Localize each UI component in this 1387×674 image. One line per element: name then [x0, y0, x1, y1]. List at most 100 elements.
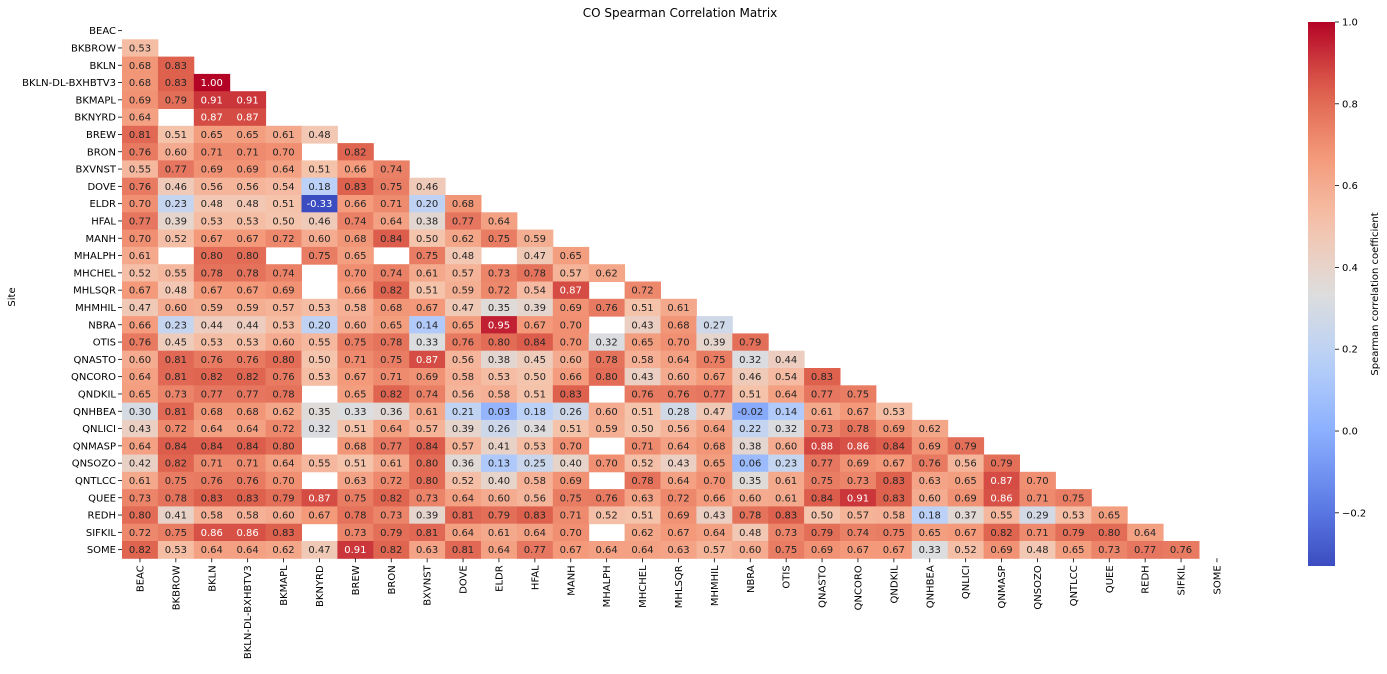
- cell-value-label: 0.55: [129, 165, 151, 176]
- cell-value-label: 0.76: [667, 389, 689, 400]
- cell-value-label: 0.70: [596, 459, 618, 470]
- cell-value-label: 0.64: [452, 493, 474, 504]
- cell-value-label: 0.56: [955, 459, 977, 470]
- colorbar-tick-label: 1.0: [1342, 18, 1358, 29]
- x-tick-label: ELDR: [494, 565, 505, 592]
- cell-value-label: 0.76: [129, 338, 151, 349]
- cell-value-label: 0.86: [990, 493, 1012, 504]
- y-tick-label: QNMASP: [73, 441, 116, 452]
- colorbar-gradient: [1308, 22, 1335, 566]
- cell-value-label: 0.62: [596, 268, 618, 279]
- cell-value-label: 0.18: [919, 511, 941, 522]
- y-tick-label: BKMAPL: [76, 95, 117, 106]
- cell-value-label: 0.82: [380, 389, 402, 400]
- cell-value-label: 0.56: [667, 424, 689, 435]
- cell-value-label: 0.82: [165, 459, 187, 470]
- cell-value-label: 0.70: [667, 338, 689, 349]
- cell-value-label: 0.66: [703, 493, 725, 504]
- cell-value-label: 0.79: [811, 528, 833, 539]
- cell-value-label: 0.06: [739, 459, 761, 470]
- x-tick-label: QNTLCC: [1069, 565, 1080, 606]
- cell-value-label: 0.80: [129, 511, 151, 522]
- cell-value-label: 0.83: [811, 372, 833, 383]
- cell-value-label: 0.47: [129, 303, 151, 314]
- cell-value-label: 0.71: [1026, 528, 1048, 539]
- cell-value-label: 0.58: [524, 476, 546, 487]
- cell-value-label: 0.76: [1170, 545, 1192, 556]
- cell-value-label: 0.40: [560, 459, 582, 470]
- cell-value-label: 0.72: [380, 476, 402, 487]
- cell-value-label: 0.57: [847, 511, 869, 522]
- y-tick-label: SOME: [87, 545, 116, 556]
- cell-value-label: 0.71: [201, 147, 223, 158]
- cell-value-label: 0.81: [416, 528, 438, 539]
- cell-value-label: 0.36: [380, 407, 402, 418]
- cell-value-label: 0.75: [165, 476, 187, 487]
- cell-value-label: 0.55: [308, 338, 330, 349]
- cell-value-label: 0.33: [416, 338, 438, 349]
- cell-value-label: 0.57: [560, 268, 582, 279]
- cell-value-label: 0.61: [775, 476, 797, 487]
- x-tick-label: BREW: [351, 565, 362, 595]
- cell-value-label: 0.34: [524, 424, 546, 435]
- cell-value-label: 0.71: [631, 441, 653, 452]
- cell-value-label: 0.39: [416, 511, 438, 522]
- cell-value-label: 0.63: [416, 545, 438, 556]
- cell-value-label: 0.51: [272, 199, 294, 210]
- cell-value-label: 0.76: [237, 355, 259, 366]
- cell-value-label: 0.62: [452, 234, 474, 245]
- cell-value-label: 0.66: [560, 372, 582, 383]
- x-tick-label: QNCORO: [853, 565, 864, 610]
- cell-value-label: 0.83: [524, 511, 546, 522]
- cell-value-label: 0.70: [1026, 476, 1048, 487]
- x-tick-label: BKLN: [207, 565, 218, 591]
- cell-value-label: 0.86: [237, 528, 259, 539]
- cell-value-label: 0.74: [380, 268, 402, 279]
- cell-value-label: 0.60: [308, 234, 330, 245]
- cell-value-label: 0.61: [272, 130, 294, 141]
- cell-value-label: 0.76: [272, 372, 294, 383]
- cell-value-label: 0.77: [811, 389, 833, 400]
- cell-value-label: 0.33: [919, 545, 941, 556]
- cell-value-label: 0.13: [488, 459, 510, 470]
- cell-value-label: 0.78: [631, 476, 653, 487]
- cell-value-label: 0.51: [524, 389, 546, 400]
- cell-value-label: 0.79: [1062, 528, 1084, 539]
- x-tick-label: QNMASP: [997, 565, 1008, 608]
- cell-value-label: 0.67: [667, 528, 689, 539]
- cell-value-label: 0.53: [201, 216, 223, 227]
- cell-value-label: 0.59: [596, 424, 618, 435]
- cell-value-label: 0.50: [416, 234, 438, 245]
- cell-value-label: 0.65: [631, 338, 653, 349]
- x-tick-label: QNLICI: [961, 565, 972, 599]
- cell-value-label: 0.83: [344, 182, 366, 193]
- cell-value-label: 0.75: [344, 493, 366, 504]
- x-tick-label: QUEE: [1105, 565, 1116, 593]
- cell-value-label: 0.87: [237, 113, 259, 124]
- y-tick-label: MHMHIL: [75, 303, 116, 314]
- cell-value-label: 0.76: [201, 476, 223, 487]
- cell-value-label: 0.47: [308, 545, 330, 556]
- cell-value-label: 0.53: [272, 320, 294, 331]
- cell-value-label: 0.51: [344, 424, 366, 435]
- cell-value-label: 0.64: [129, 113, 151, 124]
- cell-value-label: 0.65: [955, 476, 977, 487]
- cell-value-label: 0.69: [811, 545, 833, 556]
- y-tick-label: OTIS: [93, 338, 116, 349]
- cell-value-label: 0.86: [847, 441, 869, 452]
- cell-value-label: 0.73: [1098, 545, 1120, 556]
- cell-value-label: 0.69: [847, 459, 869, 470]
- y-tick-labels: BEACBKBROWBKLNBKLN-DL-BXHBTV3BKMAPLBKNYR…: [22, 26, 122, 556]
- cell-value-label: 0.65: [344, 251, 366, 262]
- cell-value-label: 0.67: [129, 286, 151, 297]
- cell-value-label: 0.64: [201, 545, 223, 556]
- cell-value-label: 0.76: [919, 459, 941, 470]
- cell-value-label: 0.84: [416, 441, 438, 452]
- cell-value-label: 0.74: [380, 165, 402, 176]
- x-tick-label: BKMAPL: [279, 565, 290, 606]
- cell-value-label: 0.48: [739, 528, 761, 539]
- x-tick-label: BEAC: [135, 565, 146, 592]
- cell-value-label: 0.50: [308, 355, 330, 366]
- chart-title: CO Spearman Correlation Matrix: [583, 6, 778, 20]
